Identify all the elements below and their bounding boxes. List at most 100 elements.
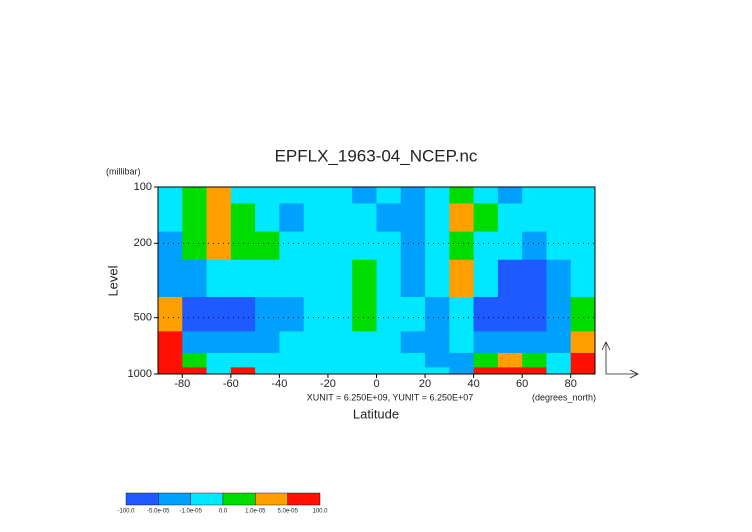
contour-cell [255, 231, 280, 261]
contour-cell [376, 367, 402, 375]
contour-cell [158, 296, 183, 332]
y-axis-label: Level [105, 265, 120, 296]
contour-cell [400, 203, 426, 233]
y-tick-label: 200 [134, 237, 152, 249]
contour-cell [255, 331, 280, 354]
contour-cell [327, 259, 353, 298]
contour-cell [158, 352, 183, 368]
contour-cell [400, 331, 426, 354]
contour-cell [182, 187, 208, 204]
contour-cell [303, 187, 329, 204]
contour-cell [303, 259, 329, 298]
ref-arrow-up [601, 341, 611, 374]
x-unit: (degrees_north) [532, 392, 596, 402]
contour-cell [473, 367, 499, 375]
contour-cell [400, 259, 426, 298]
x-tick-label: -80 [174, 378, 190, 390]
contour-cell [327, 352, 353, 368]
contour-cell [570, 203, 596, 233]
contour-cell [546, 352, 572, 368]
y-tick-label: 1000 [128, 368, 152, 380]
contour-cell [327, 296, 353, 332]
contour-cell [546, 331, 572, 354]
contour-cell [546, 259, 572, 298]
contour-cell [449, 367, 475, 375]
contour-cell [473, 203, 499, 233]
contour-cell [497, 296, 523, 332]
contour-cell [352, 203, 377, 233]
contour-cell [570, 296, 596, 332]
contour-cell [182, 259, 208, 298]
contour-cell [497, 203, 523, 233]
colorbar-label: -100.0 [117, 509, 135, 515]
contour-cell [255, 259, 280, 298]
contour-cell [230, 367, 256, 375]
contour-cell [376, 187, 402, 204]
contour-cell [352, 231, 377, 261]
y-tick-label: 500 [134, 312, 152, 324]
contour-cell [425, 259, 450, 298]
contour-cell [182, 203, 208, 233]
contour-cell [497, 231, 523, 261]
contour-cell [279, 331, 305, 354]
contour-cell [206, 203, 232, 233]
contour-cell [158, 231, 183, 261]
chart-title: EPFLX_1963-04_NCEP.nc [275, 146, 478, 165]
contour-cell [279, 187, 305, 204]
contour-cell [570, 367, 596, 375]
contour-cell [376, 296, 402, 332]
contour-cell [522, 203, 547, 233]
x-axis-label: Latitude [353, 406, 399, 421]
contour-cell [303, 203, 329, 233]
contour-cell [327, 187, 353, 204]
x-tick-label: 80 [565, 378, 577, 390]
contour-cell [376, 352, 402, 368]
contour-cell [230, 259, 256, 298]
contour-cell [255, 352, 280, 368]
contour-cell [303, 296, 329, 332]
contour-cell [497, 331, 523, 354]
contour-cell [303, 231, 329, 261]
contour-cell [230, 352, 256, 368]
colorbar-box [287, 492, 321, 506]
contour-cell [230, 231, 256, 261]
contour-cell [352, 187, 377, 204]
contour-cell [570, 231, 596, 261]
x-tick-label: -40 [271, 378, 287, 390]
x-tick-label: -60 [223, 378, 239, 390]
contour-cell [182, 367, 208, 375]
contour-cell [497, 187, 523, 204]
contour-cell [497, 367, 523, 375]
contour-cell [473, 296, 499, 332]
contour-cell [570, 331, 596, 354]
contour-cell [255, 296, 280, 332]
x-tick-label: 20 [419, 378, 431, 390]
contour-cell [522, 367, 547, 375]
contour-cell [279, 259, 305, 298]
contour-cell [546, 367, 572, 375]
contour-cell [352, 331, 377, 354]
colorbar-label: 0.0 [219, 509, 228, 515]
contour-cell [425, 231, 450, 261]
contour-cell [352, 352, 377, 368]
contour-cell [206, 296, 232, 332]
contour-cell [327, 331, 353, 354]
contour-cell [230, 331, 256, 354]
contour-cell [352, 367, 377, 375]
contour-cell [327, 367, 353, 375]
contour-cell [425, 203, 450, 233]
y-tick-label: 100 [134, 181, 152, 193]
contour-cell [182, 352, 208, 368]
contour-cell [546, 187, 572, 204]
colorbar-box [222, 492, 256, 506]
contour-cell [206, 367, 232, 375]
contour-cell [182, 231, 208, 261]
contour-cell [279, 231, 305, 261]
reference-vector [601, 341, 639, 379]
colorbar-label: 1.0e-05 [245, 509, 266, 515]
contour-cell [206, 187, 232, 204]
contour-cell [303, 352, 329, 368]
contour-cell [449, 259, 475, 298]
contour-cell [376, 231, 402, 261]
